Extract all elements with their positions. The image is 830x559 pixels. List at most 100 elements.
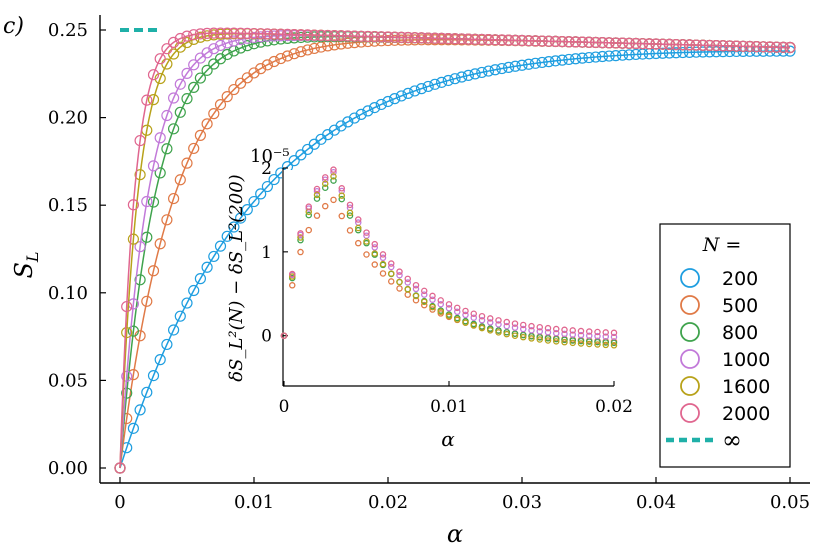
data-point-500 <box>194 129 206 141</box>
data-point-200 <box>355 108 367 120</box>
data-point-2000 <box>201 27 213 39</box>
inset-point-2000 <box>445 301 453 308</box>
data-point-2000 <box>509 34 521 46</box>
data-point-2000 <box>235 27 247 39</box>
y-tick-label: 0.15 <box>48 195 88 216</box>
legend-label-500: 500 <box>722 295 758 317</box>
data-point-500 <box>188 142 200 155</box>
data-point-2000 <box>462 33 474 45</box>
data-point-2000 <box>610 37 622 49</box>
legend-title: N = <box>702 234 742 256</box>
data-point-500 <box>288 48 300 60</box>
y-tick-label: 0.10 <box>48 283 88 304</box>
inset-point-1000 <box>528 326 535 334</box>
inset-x-tick-label: 0.02 <box>595 397 633 417</box>
data-point-2000 <box>208 27 220 39</box>
data-point-500 <box>154 238 166 250</box>
data-point-200 <box>362 105 374 117</box>
inset-point-2000 <box>536 323 544 331</box>
data-point-500 <box>141 295 153 307</box>
data-point-200 <box>168 324 180 336</box>
inset-point-800 <box>553 335 560 343</box>
data-point-2000 <box>737 40 749 52</box>
data-point-200 <box>255 188 267 200</box>
inset-point-500 <box>330 196 337 204</box>
inset-point-1600 <box>495 329 502 336</box>
inset-point-1600 <box>404 286 411 293</box>
data-point-2000 <box>335 30 347 42</box>
inset-point-2000 <box>594 328 601 336</box>
data-point-2000 <box>362 30 374 43</box>
inset-point-1600 <box>503 330 510 338</box>
inset-point-1600 <box>520 333 527 341</box>
data-point-2000 <box>650 38 662 50</box>
data-point-800 <box>181 93 193 105</box>
data-point-200 <box>201 261 213 273</box>
legend-label-1000: 1000 <box>722 349 770 371</box>
data-point-200 <box>409 85 421 97</box>
data-point-2000 <box>261 28 273 40</box>
inset-point-1600 <box>561 338 568 346</box>
x-tick-label: 0.05 <box>770 492 810 513</box>
data-point-500 <box>255 63 267 75</box>
inset-point-1600 <box>412 292 420 300</box>
data-point-1600 <box>147 94 160 106</box>
data-point-800 <box>194 72 206 84</box>
inset-point-2000 <box>437 297 444 304</box>
inset-point-500 <box>363 251 370 258</box>
inset-point-1000 <box>586 332 593 339</box>
data-point-200 <box>543 56 555 68</box>
inset-point-1000 <box>520 325 527 333</box>
data-point-200 <box>154 354 166 366</box>
inset-point-2000 <box>412 281 420 289</box>
data-point-2000 <box>703 39 716 52</box>
data-point-200 <box>476 66 488 79</box>
inset-point-1600 <box>486 327 494 334</box>
inset-point-1000 <box>577 331 585 339</box>
data-point-200 <box>127 422 139 434</box>
data-point-200 <box>569 53 582 65</box>
inset-point-1000 <box>511 324 519 331</box>
data-point-200 <box>348 112 361 124</box>
data-point-2000 <box>302 29 314 41</box>
data-point-500 <box>295 46 307 58</box>
data-point-1600 <box>121 327 133 339</box>
data-point-200 <box>683 46 696 58</box>
data-point-2000 <box>429 32 441 44</box>
data-point-200 <box>616 49 629 61</box>
inset-point-2000 <box>511 320 519 327</box>
data-point-800 <box>154 167 166 179</box>
data-point-2000 <box>436 32 448 45</box>
inset-point-2000 <box>379 251 387 258</box>
inset-point-500 <box>354 239 362 247</box>
data-point-2000 <box>188 29 200 41</box>
data-point-1600 <box>168 48 180 60</box>
inset-point-1600 <box>511 332 519 339</box>
legend: N = 200 500 800 1000 1600 2000∞ <box>659 223 791 468</box>
data-point-2000 <box>154 53 166 65</box>
data-point-2000 <box>730 40 743 52</box>
x-tick-label: 0.02 <box>368 492 408 513</box>
data-point-1000 <box>188 59 200 71</box>
inset-point-2000 <box>520 321 527 329</box>
inset-point-1600 <box>346 209 354 217</box>
inset-point-1600 <box>569 339 577 347</box>
inset-point-800 <box>536 334 544 341</box>
inset-point-800 <box>305 211 312 219</box>
inset-point-1600 <box>594 341 601 348</box>
data-point-2000 <box>476 33 488 46</box>
inset-point-1600 <box>313 191 321 199</box>
data-point-2000 <box>623 37 635 49</box>
inset-point-2000 <box>577 327 585 335</box>
data-point-200 <box>134 404 146 416</box>
data-point-2000 <box>717 40 729 52</box>
legend-marker-200 <box>680 268 700 288</box>
data-point-2000 <box>724 40 736 52</box>
data-point-2000 <box>382 31 394 43</box>
data-point-200 <box>489 64 501 76</box>
legend-label-800: 800 <box>722 322 758 344</box>
inset-point-1000 <box>610 333 618 341</box>
data-point-1000 <box>255 31 267 43</box>
inset-point-500 <box>371 261 378 268</box>
inset-y-tick-label: 2 <box>261 159 272 179</box>
